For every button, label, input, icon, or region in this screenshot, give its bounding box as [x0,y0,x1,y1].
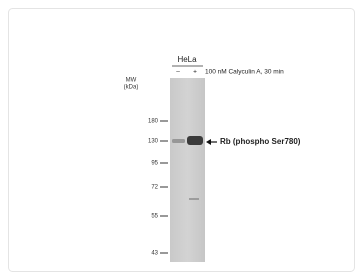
band [172,139,185,143]
treatment: 100 nM Calyculin A, 30 min [205,69,284,76]
marker-label: 180 [148,119,159,125]
cell-line: HeLa [177,55,197,64]
marker-label: 130 [148,139,159,145]
blot-strip [170,78,205,262]
marker-label: 43 [151,251,158,257]
band [189,198,199,200]
marker-label: 95 [151,161,158,167]
band-label: Rb (phospho Ser780) [220,137,301,146]
marker-label: 55 [151,214,158,220]
lane-label: + [193,69,197,76]
lane-label: – [176,69,180,76]
figure: HeLa – + 100 nM Calyculin A, 30 min MW (… [0,0,363,280]
mw-unit: (kDa) [124,85,139,91]
band [187,136,203,145]
marker-label: 72 [151,185,158,191]
mw-label: MW [126,78,137,84]
